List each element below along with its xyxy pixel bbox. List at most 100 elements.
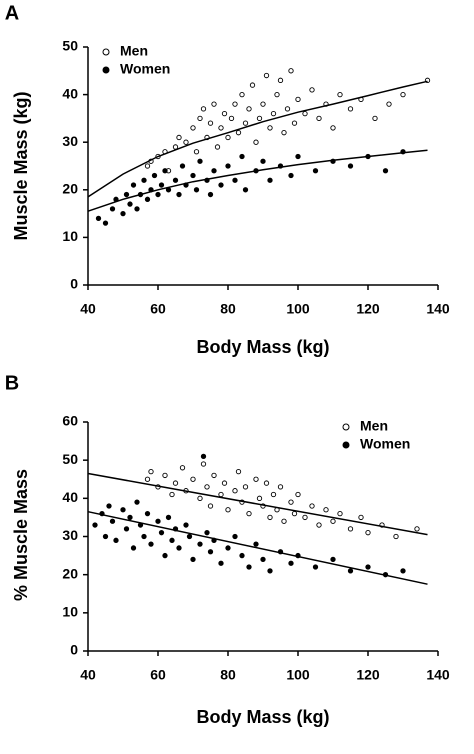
data-point <box>270 110 277 117</box>
data-point <box>130 545 137 551</box>
data-point <box>204 530 210 536</box>
data-point <box>207 503 214 509</box>
data-point <box>190 556 196 563</box>
y-tick-label: 50 <box>62 38 78 54</box>
data-point <box>288 68 294 74</box>
panel-label: A <box>5 2 19 24</box>
fit-line <box>87 80 428 198</box>
data-point <box>134 206 140 212</box>
data-point <box>347 568 354 574</box>
legend-marker <box>342 441 350 449</box>
y-axis-label: % Muscle Mass <box>11 469 31 601</box>
y-tick-label: 60 <box>62 413 78 429</box>
data-point <box>197 158 203 164</box>
data-point <box>246 106 252 112</box>
data-point <box>148 541 154 547</box>
data-point <box>330 125 336 131</box>
data-point <box>337 510 343 517</box>
data-point <box>165 514 172 521</box>
data-point <box>172 480 179 486</box>
y-tick-label: 0 <box>70 642 78 658</box>
data-point <box>120 507 126 513</box>
data-point <box>235 130 242 136</box>
data-point <box>204 484 210 490</box>
x-tick-label: 100 <box>286 667 310 683</box>
data-point <box>270 491 277 498</box>
data-point <box>197 495 203 501</box>
data-point <box>127 201 133 207</box>
x-axis-label: Body Mass (kg) <box>196 337 329 357</box>
data-point <box>176 134 182 141</box>
data-point <box>102 533 109 540</box>
data-point <box>302 514 308 521</box>
data-point <box>162 168 168 174</box>
data-point <box>221 110 228 117</box>
data-point <box>162 472 168 479</box>
data-point <box>312 168 319 174</box>
data-point <box>400 568 406 574</box>
data-point <box>172 177 179 183</box>
data-point <box>211 101 217 107</box>
data-point <box>232 533 238 540</box>
data-point <box>267 125 273 131</box>
data-point <box>309 87 315 93</box>
data-point <box>200 453 207 459</box>
data-point <box>263 72 270 79</box>
x-tick-label: 120 <box>356 667 380 683</box>
data-point <box>284 106 291 112</box>
y-tick-label: 30 <box>62 527 78 543</box>
data-point <box>330 556 336 563</box>
x-tick-label: 80 <box>220 667 236 683</box>
data-point <box>162 552 168 559</box>
data-point <box>106 503 112 509</box>
panel-label: B <box>5 372 19 394</box>
x-tick-label: 80 <box>220 301 236 317</box>
data-point <box>134 499 140 505</box>
data-point <box>207 549 214 555</box>
data-point <box>225 545 231 551</box>
fit-line <box>87 510 428 585</box>
y-tick-label: 40 <box>62 85 78 101</box>
data-point <box>242 187 249 193</box>
data-point <box>155 191 161 198</box>
data-point <box>232 488 238 494</box>
x-tick-label: 140 <box>426 667 450 683</box>
data-point <box>323 507 329 513</box>
data-point <box>211 472 217 479</box>
data-point <box>295 96 301 103</box>
data-point <box>347 163 354 169</box>
data-point <box>309 503 315 509</box>
data-point <box>400 91 406 98</box>
data-point <box>267 514 273 521</box>
legend-label: Women <box>120 61 170 77</box>
data-point <box>256 115 263 122</box>
data-point <box>253 139 259 145</box>
data-point <box>109 518 116 524</box>
x-tick-label: 100 <box>286 301 310 317</box>
data-point <box>190 125 196 131</box>
data-point <box>214 144 221 150</box>
y-axis-label: Muscle Mass (kg) <box>11 91 31 240</box>
data-point <box>183 522 189 528</box>
y-tick-label: 40 <box>62 489 78 505</box>
data-point <box>158 182 165 188</box>
x-tick-label: 60 <box>150 667 166 683</box>
data-point <box>277 484 284 490</box>
data-point <box>393 533 399 540</box>
data-point <box>207 191 214 198</box>
data-point <box>347 106 354 112</box>
data-point <box>95 215 102 222</box>
data-point <box>249 82 256 88</box>
data-point <box>414 526 420 532</box>
data-point <box>267 177 273 183</box>
data-point <box>144 196 151 202</box>
y-tick-label: 20 <box>62 565 78 581</box>
data-point <box>144 476 151 482</box>
data-point <box>123 526 130 532</box>
data-point <box>169 537 175 543</box>
data-point <box>207 120 214 126</box>
legend-label: Women <box>360 436 410 452</box>
data-point <box>347 526 354 532</box>
